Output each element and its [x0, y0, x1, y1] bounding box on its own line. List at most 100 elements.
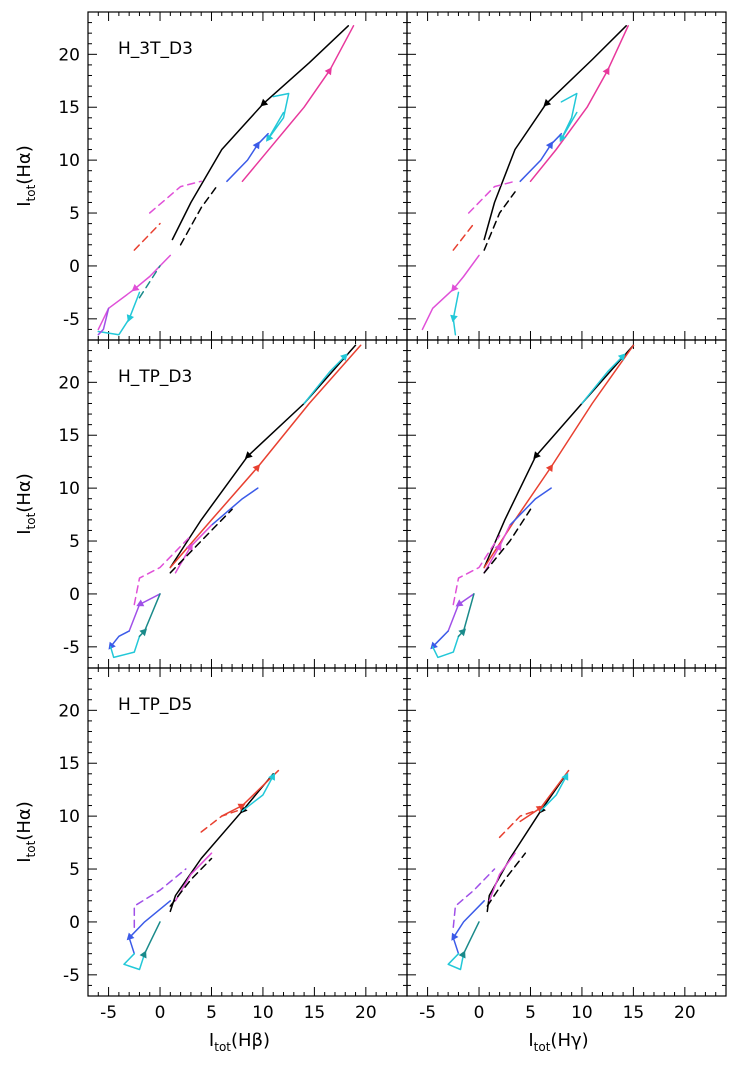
- panel-frame: [406, 667, 727, 997]
- series-arrow-magenta-mid: [494, 543, 502, 552]
- series-arrow-cyan-low: [450, 314, 458, 323]
- y-axis-label: Itot(Hα): [14, 145, 38, 207]
- series-descending: [483, 25, 627, 241]
- panel-frame: [406, 339, 727, 669]
- panel-title: H_TP_D3: [118, 367, 192, 387]
- series-black-dash: [169, 508, 233, 574]
- series-black-dash: [483, 508, 532, 574]
- series-teal-low: [143, 921, 161, 955]
- y-tick-label: 20: [58, 373, 80, 393]
- panel-1-0: -5 0 5 10 15 20 H_TP_D3: [58, 339, 408, 669]
- x-axis-label-left: Itot(Hβ): [209, 1030, 270, 1054]
- series-red-dash: [200, 810, 238, 833]
- series-cyan-low: [123, 952, 146, 971]
- y-tick-label: 20: [58, 45, 80, 65]
- series-red-dash: [452, 222, 475, 251]
- x-tick-label: 5: [206, 1003, 217, 1023]
- series-cyan-top: [303, 355, 347, 405]
- panel-2-1: -5 0 5 10 15 20: [406, 667, 727, 1023]
- y-tick-label: 10: [58, 807, 80, 827]
- x-tick-label: 20: [674, 1003, 696, 1023]
- series-red-dash: [498, 810, 537, 839]
- series-return-high: [241, 25, 355, 183]
- y-tick-label: -5: [63, 966, 80, 986]
- x-tick-label: 10: [571, 1003, 593, 1023]
- x-tick-label: 5: [525, 1003, 536, 1023]
- series-violet-dash: [133, 868, 187, 928]
- series-arrow-red-rise: [545, 464, 553, 472]
- series-arrow-teal-low: [458, 628, 466, 637]
- series-arrow-violet-low: [455, 599, 464, 607]
- y-tick-label: 0: [69, 585, 80, 605]
- series-red-dash: [133, 222, 161, 251]
- series-arrow-red-rise: [252, 464, 261, 473]
- y-tick-label: 15: [58, 98, 80, 118]
- series-arrow-blue-loop: [545, 141, 553, 150]
- y-axis-label: Itot(Hα): [14, 801, 38, 863]
- series-descending: [169, 773, 274, 913]
- y-axis-label: Itot(Hα): [14, 473, 38, 535]
- panel-frame: [406, 11, 727, 341]
- panel-title: H_TP_D5: [118, 695, 192, 715]
- series-magenta-low: [421, 254, 480, 331]
- series-descending: [171, 25, 350, 241]
- panel-0-1: [406, 11, 727, 341]
- series-arrow-blue-low: [451, 932, 459, 941]
- series-red-rise: [169, 344, 362, 569]
- series-blue-mid: [210, 487, 259, 526]
- series-return-high: [529, 25, 629, 183]
- series-arrow-cyan-low: [126, 314, 134, 323]
- series-magenta-dash: [467, 180, 516, 214]
- series-cyan-top: [241, 775, 274, 812]
- x-tick-label: 0: [155, 1003, 166, 1023]
- series-arrow-magenta-low: [131, 284, 140, 292]
- x-axis-label-right: Itot(Hγ): [528, 1030, 588, 1054]
- series-descending: [169, 344, 357, 569]
- series-teal-dash: [138, 265, 161, 299]
- series-magenta-dash: [148, 180, 202, 214]
- series-magenta-mid: [488, 852, 516, 902]
- series-black-dash: [169, 857, 213, 907]
- series-magenta-dash: [452, 534, 501, 606]
- y-tick-label: 15: [58, 754, 80, 774]
- panel-1-1: [406, 339, 727, 669]
- x-tick-label: 20: [355, 1003, 377, 1023]
- x-tick-label: -5: [100, 1003, 117, 1023]
- panel-0-0: -5 0 5 10 15 20 H_3T_D3: [58, 11, 408, 341]
- series-arrow-descending: [244, 451, 253, 459]
- x-tick-label: 15: [304, 1003, 326, 1023]
- series-arrow-return-high: [602, 67, 610, 76]
- series-arrow-blue-loop: [252, 141, 260, 150]
- series-blue-mid: [509, 487, 552, 526]
- y-tick-label: 0: [69, 913, 80, 933]
- x-tick-label: 15: [623, 1003, 645, 1023]
- series-arrow-magenta-low: [451, 284, 459, 292]
- series-arrow-descending: [533, 451, 541, 459]
- series-red-rise: [483, 344, 635, 569]
- series-arrow-teal-low: [139, 628, 147, 637]
- y-tick-label: 0: [69, 257, 80, 277]
- panel-title: H_3T_D3: [118, 39, 193, 59]
- series-black-dash: [179, 185, 218, 246]
- y-tick-label: 5: [69, 860, 80, 880]
- y-tick-label: 5: [69, 532, 80, 552]
- series-arrow-cyan-top: [561, 772, 569, 781]
- series-arrow-blue-low: [126, 932, 135, 941]
- series-arrow-teal-low: [458, 950, 466, 959]
- series-arrow-descending: [543, 98, 552, 107]
- series-arrow-cyan-top: [617, 353, 626, 362]
- series-cyan-low: [452, 291, 460, 336]
- series-arrow-cyan-top: [268, 772, 275, 781]
- series-blue-loop: [519, 132, 563, 183]
- series-blue-low: [452, 900, 485, 955]
- series-blue-loop: [226, 132, 269, 183]
- series-cyan-low: [431, 635, 460, 659]
- panel-2-0: -5 0 5 10 15 20 -5 0 5 10 15 20 H_TP_D5: [58, 667, 408, 1023]
- series-cyan-loop: [267, 92, 290, 140]
- series-magenta-dash: [133, 534, 192, 606]
- series-violet-low: [128, 593, 161, 632]
- series-violet-dash: [452, 868, 496, 928]
- series-arrow-return-high: [324, 67, 332, 76]
- series-blue-low: [109, 630, 130, 648]
